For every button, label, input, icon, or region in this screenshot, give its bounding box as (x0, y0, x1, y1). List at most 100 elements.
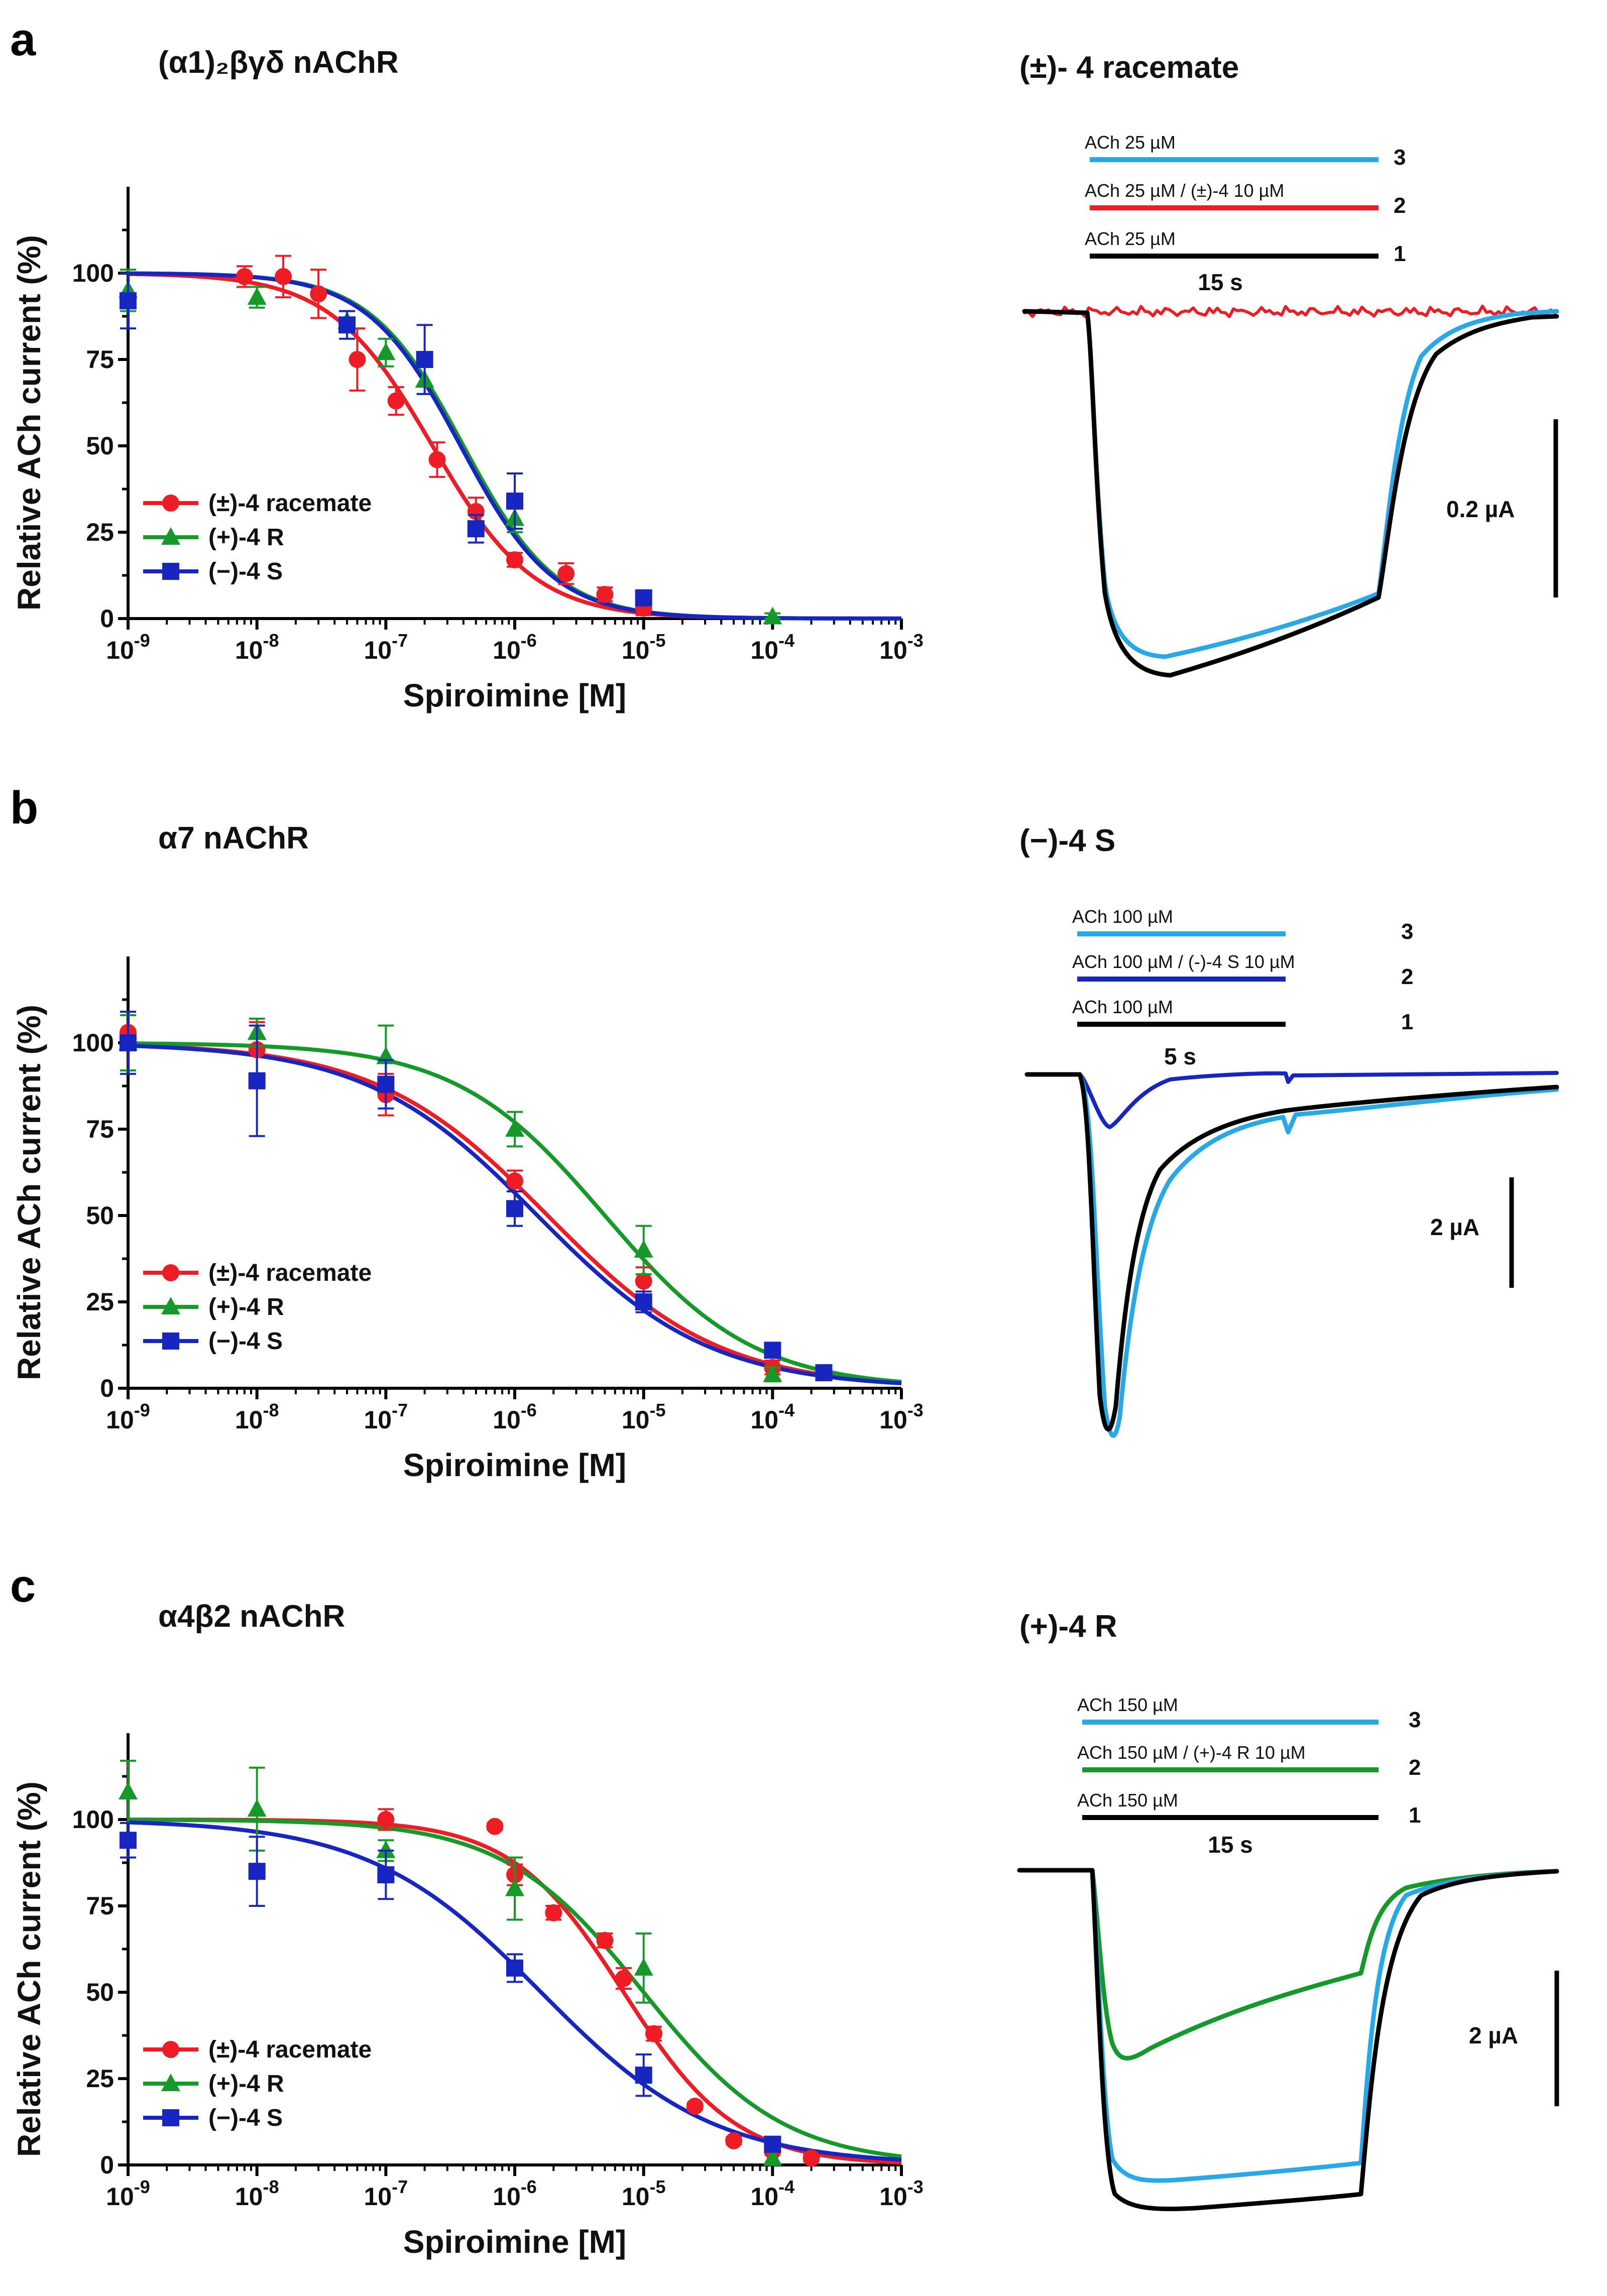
x-tick-label: 10-7 (364, 1400, 408, 1434)
x-tick-base: 10 (622, 1406, 650, 1434)
x-tick-label: 10-3 (879, 1400, 924, 1434)
y-tick-label: 100 (72, 1805, 114, 1834)
x-tick-label: 10-3 (879, 630, 924, 664)
chart-title: α7 nAChR (158, 821, 309, 856)
x-tick-exponent: -9 (134, 630, 150, 651)
data-point (764, 2135, 781, 2153)
x-tick-exponent: -4 (778, 2177, 794, 2197)
data-point (310, 285, 327, 303)
x-tick-exponent: -4 (778, 630, 794, 651)
data-point (505, 1119, 524, 1137)
y-tick-label: 0 (100, 605, 114, 633)
x-tick-label: 10-5 (622, 2177, 666, 2211)
data-point (119, 1781, 138, 1799)
stimulus-number: 1 (1394, 241, 1406, 266)
stimulus-label: ACh 25 µM / (±)-4 10 µM (1085, 180, 1284, 201)
x-tick-label: 10-9 (106, 2177, 150, 2211)
time-scale-label: 5 s (1164, 1043, 1196, 1069)
legend-label: (+)-4 R (208, 524, 284, 551)
data-point (635, 589, 652, 607)
data-point (506, 551, 523, 569)
x-tick-base: 10 (879, 1406, 907, 1434)
trace-title: (−)-4 S (1019, 823, 1115, 858)
data-point (634, 1958, 653, 1976)
x-tick-label: 10-3 (879, 2177, 924, 2211)
stimulus-number: 2 (1401, 964, 1413, 989)
x-tick-label: 10-9 (106, 1400, 150, 1434)
x-tick-base: 10 (493, 2183, 521, 2211)
data-point (486, 1818, 504, 1835)
x-tick-label: 10-5 (622, 1400, 666, 1434)
data-point (247, 287, 267, 305)
legend-label: (−)-4 S (208, 2105, 283, 2131)
y-tick-label: 75 (86, 1115, 114, 1143)
x-tick-label: 10-4 (751, 2177, 795, 2211)
x-tick-exponent: -7 (392, 1400, 408, 1420)
data-point (377, 1811, 395, 1828)
y-tick-label: 25 (86, 518, 114, 546)
x-tick-exponent: -3 (907, 630, 924, 651)
x-tick-base: 10 (622, 636, 650, 664)
y-tick-label: 50 (86, 1978, 114, 2006)
y-tick-label: 100 (72, 1029, 114, 1057)
data-point (376, 342, 396, 360)
data-point (635, 1272, 652, 1290)
data-point (764, 1342, 781, 1359)
x-tick-exponent: -8 (263, 2177, 279, 2197)
y-axis-label: Relative ACh current (%) (11, 1005, 47, 1380)
x-tick-base: 10 (106, 2183, 134, 2211)
legend-label: (±)-4 racemate (208, 1260, 372, 1286)
data-point (596, 585, 614, 603)
y-tick-label: 75 (86, 1892, 114, 1920)
y-tick-label: 50 (86, 1201, 114, 1230)
x-tick-exponent: -7 (392, 2177, 408, 2197)
y-tick-label: 0 (100, 1374, 114, 1402)
legend-marker (161, 2074, 180, 2091)
x-tick-label: 10-8 (235, 630, 279, 664)
current-trace-panel-c: (+)-4 R ACh 150 µM 3 ACh 150 µM / (+)-4 R 1… (1017, 1609, 1559, 2212)
stimulus-number: 2 (1394, 193, 1406, 218)
y-axis-label: Relative ACh current (%) (11, 1781, 47, 2157)
stimulus-label: ACh 150 µM (1077, 1695, 1178, 1715)
x-tick-base: 10 (751, 1406, 779, 1434)
panel-label-c: c (10, 1560, 36, 1612)
time-scale-label: 15 s (1208, 1832, 1253, 1858)
data-point (634, 1240, 653, 1258)
data-point (248, 1863, 266, 1880)
x-axis-label: Spiroimine [M] (403, 2224, 626, 2260)
data-point (725, 2132, 743, 2149)
x-tick-base: 10 (235, 636, 263, 664)
x-tick-label: 10-7 (364, 630, 408, 664)
stimulus-label: ACh 100 µM (1072, 906, 1173, 927)
data-point (387, 392, 405, 410)
data-point (248, 1072, 266, 1090)
x-axis-label: Spiroimine [M] (403, 1447, 626, 1483)
y-axis-label: Relative ACh current (%) (11, 235, 47, 611)
legend-label: (+)-4 R (208, 2071, 284, 2097)
x-tick-exponent: -6 (521, 630, 537, 651)
x-tick-label: 10-9 (106, 630, 150, 664)
legend-marker (162, 2041, 179, 2058)
legend-label: (−)-4 S (208, 558, 283, 585)
current-trace-panel-a: (±)- 4 racemate ACh 25 µM 3 ACh 25 µM / (±)… (1019, 50, 1559, 678)
x-tick-base: 10 (106, 636, 134, 664)
x-tick-exponent: -4 (778, 1400, 794, 1420)
legend-marker (162, 495, 179, 512)
x-tick-exponent: -7 (392, 630, 408, 651)
data-point (236, 268, 253, 285)
trace-black-control (1024, 1072, 1559, 1432)
data-point (416, 351, 433, 368)
data-point (247, 1799, 267, 1817)
stimulus-number: 2 (1409, 1755, 1421, 1780)
trace-red-antagonist (1023, 304, 1556, 318)
legend-marker (162, 1264, 179, 1281)
x-tick-base: 10 (751, 2183, 779, 2211)
data-point (596, 1931, 614, 1949)
x-tick-label: 10-4 (751, 630, 795, 664)
stimulus-label: ACh 25 µM (1085, 228, 1176, 249)
data-point (506, 1200, 523, 1218)
data-point (376, 1840, 396, 1858)
data-point (338, 316, 356, 334)
x-tick-base: 10 (879, 636, 907, 664)
